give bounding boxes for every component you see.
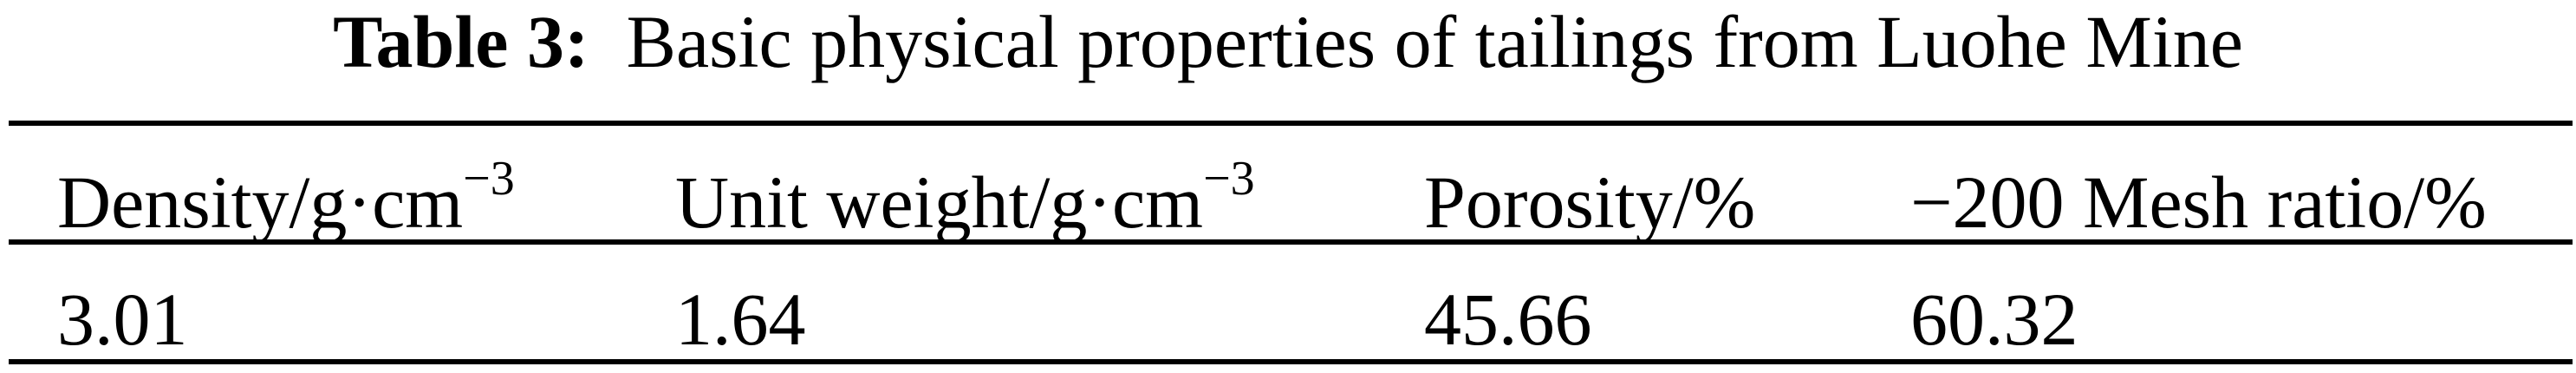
top-rule: [9, 121, 2573, 126]
header-text: −200 Mesh ratio/%: [1910, 160, 2487, 244]
header-text: Porosity/%: [1424, 160, 1756, 244]
header-density: Density/g·cm−3: [57, 154, 515, 239]
cell-mesh-ratio: 60.32: [1910, 278, 2078, 361]
header-unit-weight: Unit weight/g·cm−3: [675, 154, 1255, 239]
table-caption: Basic physical properties of tailings fr…: [626, 0, 2243, 83]
mid-rule: [9, 239, 2573, 245]
header-sup: −3: [463, 152, 515, 206]
header-sup: −3: [1203, 152, 1255, 206]
header-porosity: Porosity/%: [1424, 165, 1755, 239]
table-label: Table 3:: [333, 0, 589, 83]
header-text: Unit weight/g·cm: [675, 160, 1204, 244]
cell-density: 3.01: [57, 278, 188, 361]
header-mesh-ratio: −200 Mesh ratio/%: [1910, 165, 2487, 239]
table-title: Table 3: Basic physical properties of ta…: [0, 0, 2576, 83]
bottom-rule: [9, 359, 2573, 364]
cell-unit-weight: 1.64: [675, 278, 806, 361]
header-text: Density/g·cm: [57, 160, 464, 244]
cell-porosity: 45.66: [1424, 278, 1592, 361]
